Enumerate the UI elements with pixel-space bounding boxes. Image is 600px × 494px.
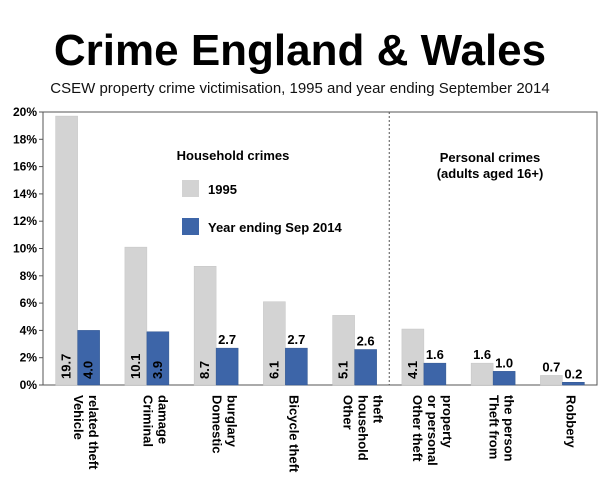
y-tick-label: 18%: [13, 132, 37, 146]
y-tick-label: 14%: [13, 187, 37, 201]
group-label-household: Household crimes: [177, 148, 290, 163]
bar-2014: [146, 331, 170, 386]
bar-1995: [401, 328, 425, 386]
data-label: 2.7: [218, 332, 236, 347]
chart-title: Crime England & Wales: [53, 26, 547, 75]
data-label: 5.1: [336, 361, 351, 379]
bar-2014: [423, 362, 447, 386]
y-tick-label: 12%: [13, 214, 37, 228]
y-tick-label: 16%: [13, 160, 37, 174]
category-label: Other theft: [410, 395, 425, 462]
data-label: 0.2: [564, 366, 582, 381]
group-label-personal: Personal crimes: [440, 150, 540, 165]
bar-1995: [124, 246, 148, 386]
y-tick-label: 4%: [20, 323, 38, 337]
y-tick-label: 2%: [20, 351, 38, 365]
category-label: Domestic: [210, 395, 225, 454]
data-label: 1.6: [473, 347, 491, 362]
legend-swatch-2014: [182, 218, 199, 235]
y-tick-label: 20%: [13, 105, 37, 119]
y-tick-label: 8%: [20, 269, 38, 283]
y-tick-label: 0%: [20, 378, 38, 392]
chart-subtitle: CSEW property crime victimisation, 1995 …: [50, 80, 550, 97]
bar-2014: [77, 330, 100, 386]
legend-label-2014: Year ending Sep 2014: [208, 220, 342, 235]
category-label: Other: [341, 395, 356, 430]
data-label: 3.9: [150, 361, 165, 379]
bar-1995: [263, 301, 286, 386]
bar-2014: [215, 347, 239, 386]
bar-1995: [540, 375, 563, 386]
group-label-personal-sub: (adults aged 16+): [437, 166, 544, 181]
y-tick-label: 6%: [20, 296, 38, 310]
category-label: the person: [502, 395, 517, 462]
category-label: Bicycle theft: [286, 395, 301, 473]
data-label: 2.6: [357, 334, 375, 349]
category-label: Robbery: [563, 395, 578, 449]
data-label: 0.7: [542, 359, 560, 374]
bar-2014: [285, 347, 308, 386]
y-tick-label: 10%: [13, 242, 37, 256]
bar-1995: [470, 362, 494, 386]
category-label: or personal: [425, 395, 440, 466]
bar-2014: [492, 371, 516, 386]
bar-2014: [562, 382, 585, 386]
bar-1995: [193, 265, 217, 386]
category-label: theft: [371, 395, 386, 424]
data-label: 2.7: [287, 332, 305, 347]
category-label: burglary: [225, 395, 240, 448]
data-label: 4.1: [405, 361, 420, 379]
data-label: 4.0: [81, 361, 96, 379]
data-label: 8.7: [197, 361, 212, 379]
legend-label-1995: 1995: [208, 182, 237, 197]
category-label: property: [440, 395, 455, 449]
legend-swatch-1995: [182, 180, 199, 197]
data-label: 10.1: [128, 354, 143, 379]
data-label: 19.7: [59, 354, 74, 379]
category-label: household: [356, 395, 371, 461]
data-label: 6.1: [266, 361, 281, 379]
category-label: related theft: [86, 395, 101, 470]
data-label: 1.6: [426, 347, 444, 362]
bar-2014: [354, 349, 377, 386]
bar-1995: [55, 115, 78, 386]
category-label: Theft from: [487, 395, 502, 459]
category-label: damage: [155, 395, 170, 444]
data-label: 1.0: [495, 355, 513, 370]
category-label: Criminal: [140, 395, 155, 447]
category-label: Vehicle: [71, 395, 86, 440]
